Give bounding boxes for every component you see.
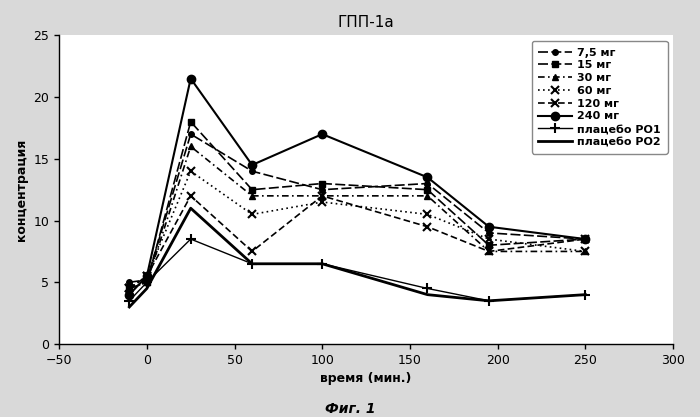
плацебо РО2 xyxy=(125,304,134,309)
Legend: 7,5 мг, 15 мг, 30 мг, 60 мг, 120 мг, 240 мг, плацебо РО1, плацебо РО2: 7,5 мг, 15 мг, 30 мг, 60 мг, 120 мг, 240… xyxy=(532,41,668,154)
120 мг xyxy=(248,249,256,254)
30 мг xyxy=(484,249,493,254)
60 мг xyxy=(248,212,256,217)
плацебо РО1 xyxy=(125,298,134,303)
плацебо РО2 xyxy=(484,298,493,303)
60 мг xyxy=(581,249,589,254)
7,5 мг xyxy=(248,168,256,173)
Line: 60 мг: 60 мг xyxy=(125,167,589,293)
120 мг xyxy=(424,224,432,229)
60 мг xyxy=(318,199,326,204)
плацебо РО1 xyxy=(581,292,589,297)
Title: ГПП-1а: ГПП-1а xyxy=(337,15,395,30)
7,5 мг xyxy=(318,187,326,192)
30 мг xyxy=(143,280,151,285)
240 мг xyxy=(424,175,432,180)
7,5 мг xyxy=(143,277,151,282)
15 мг xyxy=(248,187,256,192)
Text: Фиг. 1: Фиг. 1 xyxy=(325,402,375,416)
60 мг xyxy=(143,274,151,279)
240 мг xyxy=(484,224,493,229)
120 мг xyxy=(484,249,493,254)
плацебо РО1 xyxy=(143,280,151,285)
плацебо РО2 xyxy=(143,286,151,291)
Line: 15 мг: 15 мг xyxy=(127,119,588,291)
7,5 мг xyxy=(581,236,589,241)
240 мг xyxy=(143,274,151,279)
Line: 7,5 мг: 7,5 мг xyxy=(127,131,588,285)
60 мг xyxy=(125,286,134,291)
15 мг xyxy=(424,187,432,192)
Line: 240 мг: 240 мг xyxy=(125,74,589,299)
60 мг xyxy=(484,236,493,241)
30 мг xyxy=(581,249,589,254)
120 мг xyxy=(143,274,151,279)
плацебо РО1 xyxy=(484,298,493,303)
240 мг xyxy=(318,132,326,137)
30 мг xyxy=(248,193,256,198)
60 мг xyxy=(424,212,432,217)
7,5 мг xyxy=(125,280,134,285)
120 мг xyxy=(125,286,134,291)
120 мг xyxy=(581,236,589,241)
плацебо РО2 xyxy=(248,261,256,266)
60 мг xyxy=(186,168,195,173)
Line: 120 мг: 120 мг xyxy=(125,192,589,293)
15 мг xyxy=(318,181,326,186)
плацебо РО1 xyxy=(318,261,326,266)
30 мг xyxy=(125,286,134,291)
плацебо РО1 xyxy=(248,261,256,266)
240 мг xyxy=(248,163,256,168)
7,5 мг xyxy=(484,231,493,236)
30 мг xyxy=(424,193,432,198)
30 мг xyxy=(186,144,195,149)
240 мг xyxy=(186,76,195,81)
плацебо РО1 xyxy=(424,286,432,291)
15 мг xyxy=(581,236,589,241)
15 мг xyxy=(484,243,493,248)
плацебо РО2 xyxy=(186,206,195,211)
Y-axis label: концентрация: концентрация xyxy=(15,138,28,241)
15 мг xyxy=(125,286,134,291)
240 мг xyxy=(125,292,134,297)
плацебо РО2 xyxy=(581,292,589,297)
плацебо РО2 xyxy=(424,292,432,297)
Line: плацебо РО2: плацебо РО2 xyxy=(130,208,585,307)
плацебо РО1 xyxy=(186,236,195,241)
120 мг xyxy=(186,193,195,198)
плацебо РО2 xyxy=(318,261,326,266)
7,5 мг xyxy=(186,132,195,137)
15 мг xyxy=(186,119,195,124)
X-axis label: время (мин.): время (мин.) xyxy=(321,372,412,385)
15 мг xyxy=(143,280,151,285)
240 мг xyxy=(581,236,589,241)
Line: плацебо РО1: плацебо РО1 xyxy=(125,234,590,306)
7,5 мг xyxy=(424,181,432,186)
120 мг xyxy=(318,193,326,198)
30 мг xyxy=(318,193,326,198)
Line: 30 мг: 30 мг xyxy=(126,143,589,292)
